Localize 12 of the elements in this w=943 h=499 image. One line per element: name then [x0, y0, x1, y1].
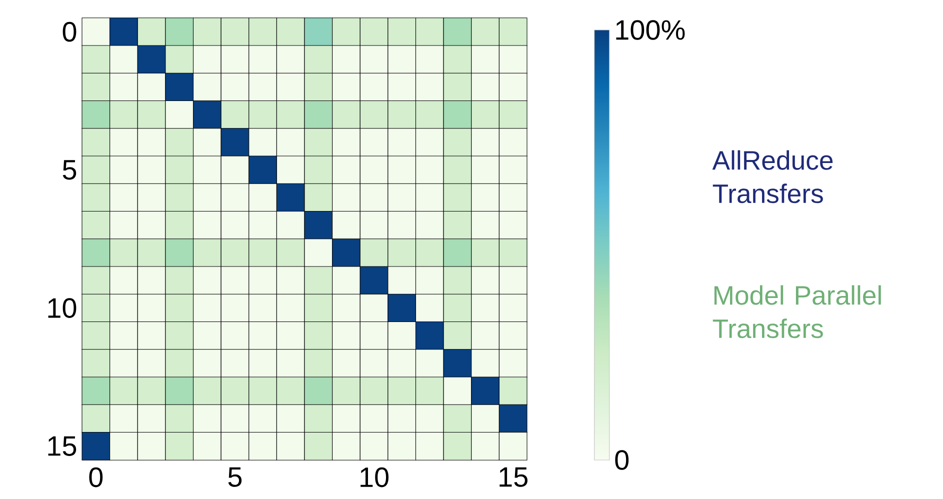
y-tick-label: 0 [62, 22, 76, 42]
y-tick-label: 5 [62, 160, 76, 180]
y-tick-label: 10 [48, 298, 76, 318]
color-bar-label: 0 [615, 450, 629, 470]
x-tick-label: 5 [228, 467, 242, 487]
text: AllReduce Transfers [712, 150, 833, 204]
color-bar-label: 100% [616, 20, 685, 40]
text: Model Parallel Transfers [712, 285, 881, 338]
x-tick-label: 10 [360, 467, 388, 488]
x-tick-label: 15 [500, 467, 528, 487]
y-tick-label: 15 [48, 436, 76, 456]
x-tick-label: 0 [89, 467, 103, 488]
